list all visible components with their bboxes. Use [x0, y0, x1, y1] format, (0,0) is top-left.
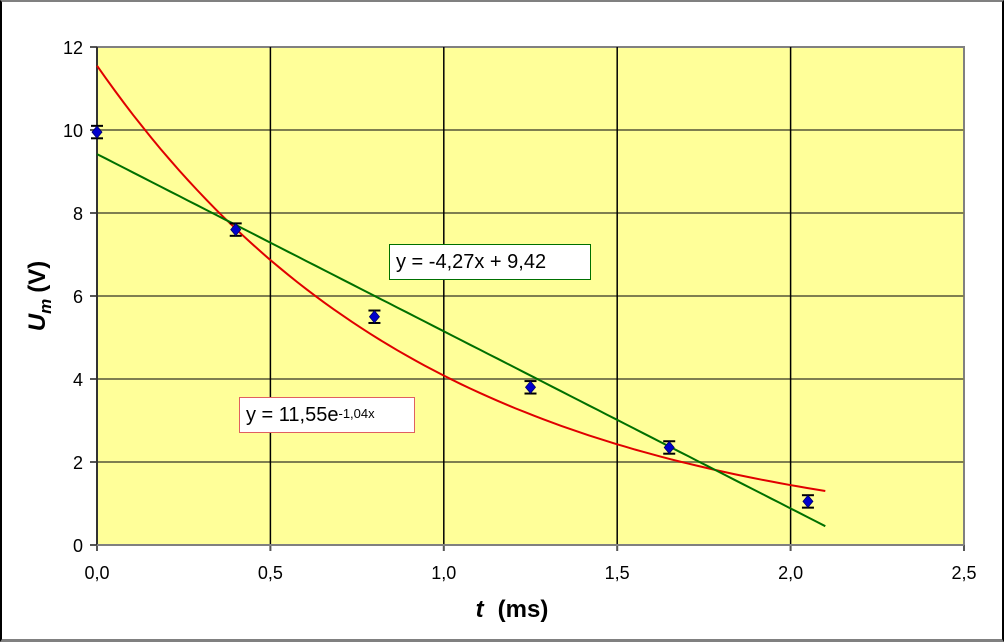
- x-tick-label: 2,0: [778, 563, 803, 583]
- diamond-marker: [663, 440, 675, 455]
- tick-labels: 0 2 4 6 8 10 12 0,0 0,5 1,0 1,5 2,0 2,5: [63, 38, 977, 583]
- y-tick-label: 6: [73, 287, 83, 307]
- data-point: [368, 309, 381, 324]
- x-tick-label: 0,5: [258, 563, 283, 583]
- data-point: [229, 222, 242, 237]
- y-axis-title: Um(V): [24, 261, 55, 331]
- data-point: [663, 440, 676, 455]
- x-tick-label: 0,0: [84, 563, 109, 583]
- x-tick-label: 2,5: [951, 563, 976, 583]
- exponential-equation-text: y = 11,55e: [246, 403, 339, 426]
- x-tick-label: 1,0: [431, 563, 456, 583]
- y-tick-label: 0: [73, 536, 83, 556]
- data-point: [91, 124, 103, 140]
- diamond-marker: [368, 310, 380, 324]
- data-points: [91, 124, 814, 509]
- exponential-trendline-equation: y = 11,55e -1,04x: [239, 397, 415, 433]
- x-axis-title: t (ms): [476, 596, 549, 623]
- y-tick-label: 8: [73, 204, 83, 224]
- diamond-marker: [230, 222, 242, 237]
- y-tick-label: 12: [63, 38, 83, 58]
- diamond-marker: [524, 380, 537, 394]
- data-point: [524, 380, 537, 395]
- y-tick-label: 10: [63, 121, 83, 141]
- grid-lines: [97, 47, 964, 545]
- linear-equation-text: y = -4,27x + 9,42: [396, 250, 547, 273]
- y-tick-label: 4: [73, 370, 83, 390]
- diamond-marker: [802, 494, 814, 509]
- data-point: [801, 494, 814, 509]
- linear-trendline: [96, 153, 826, 528]
- diamond-marker: [91, 125, 103, 139]
- y-tick-label: 2: [73, 453, 83, 473]
- linear-trendline-equation: y = -4,27x + 9,42: [389, 244, 591, 280]
- exponential-trendline: [96, 65, 826, 492]
- trend-lines: [96, 65, 826, 528]
- x-tick-label: 1,5: [605, 563, 630, 583]
- exponential-equation-exponent: -1,04x: [338, 405, 375, 421]
